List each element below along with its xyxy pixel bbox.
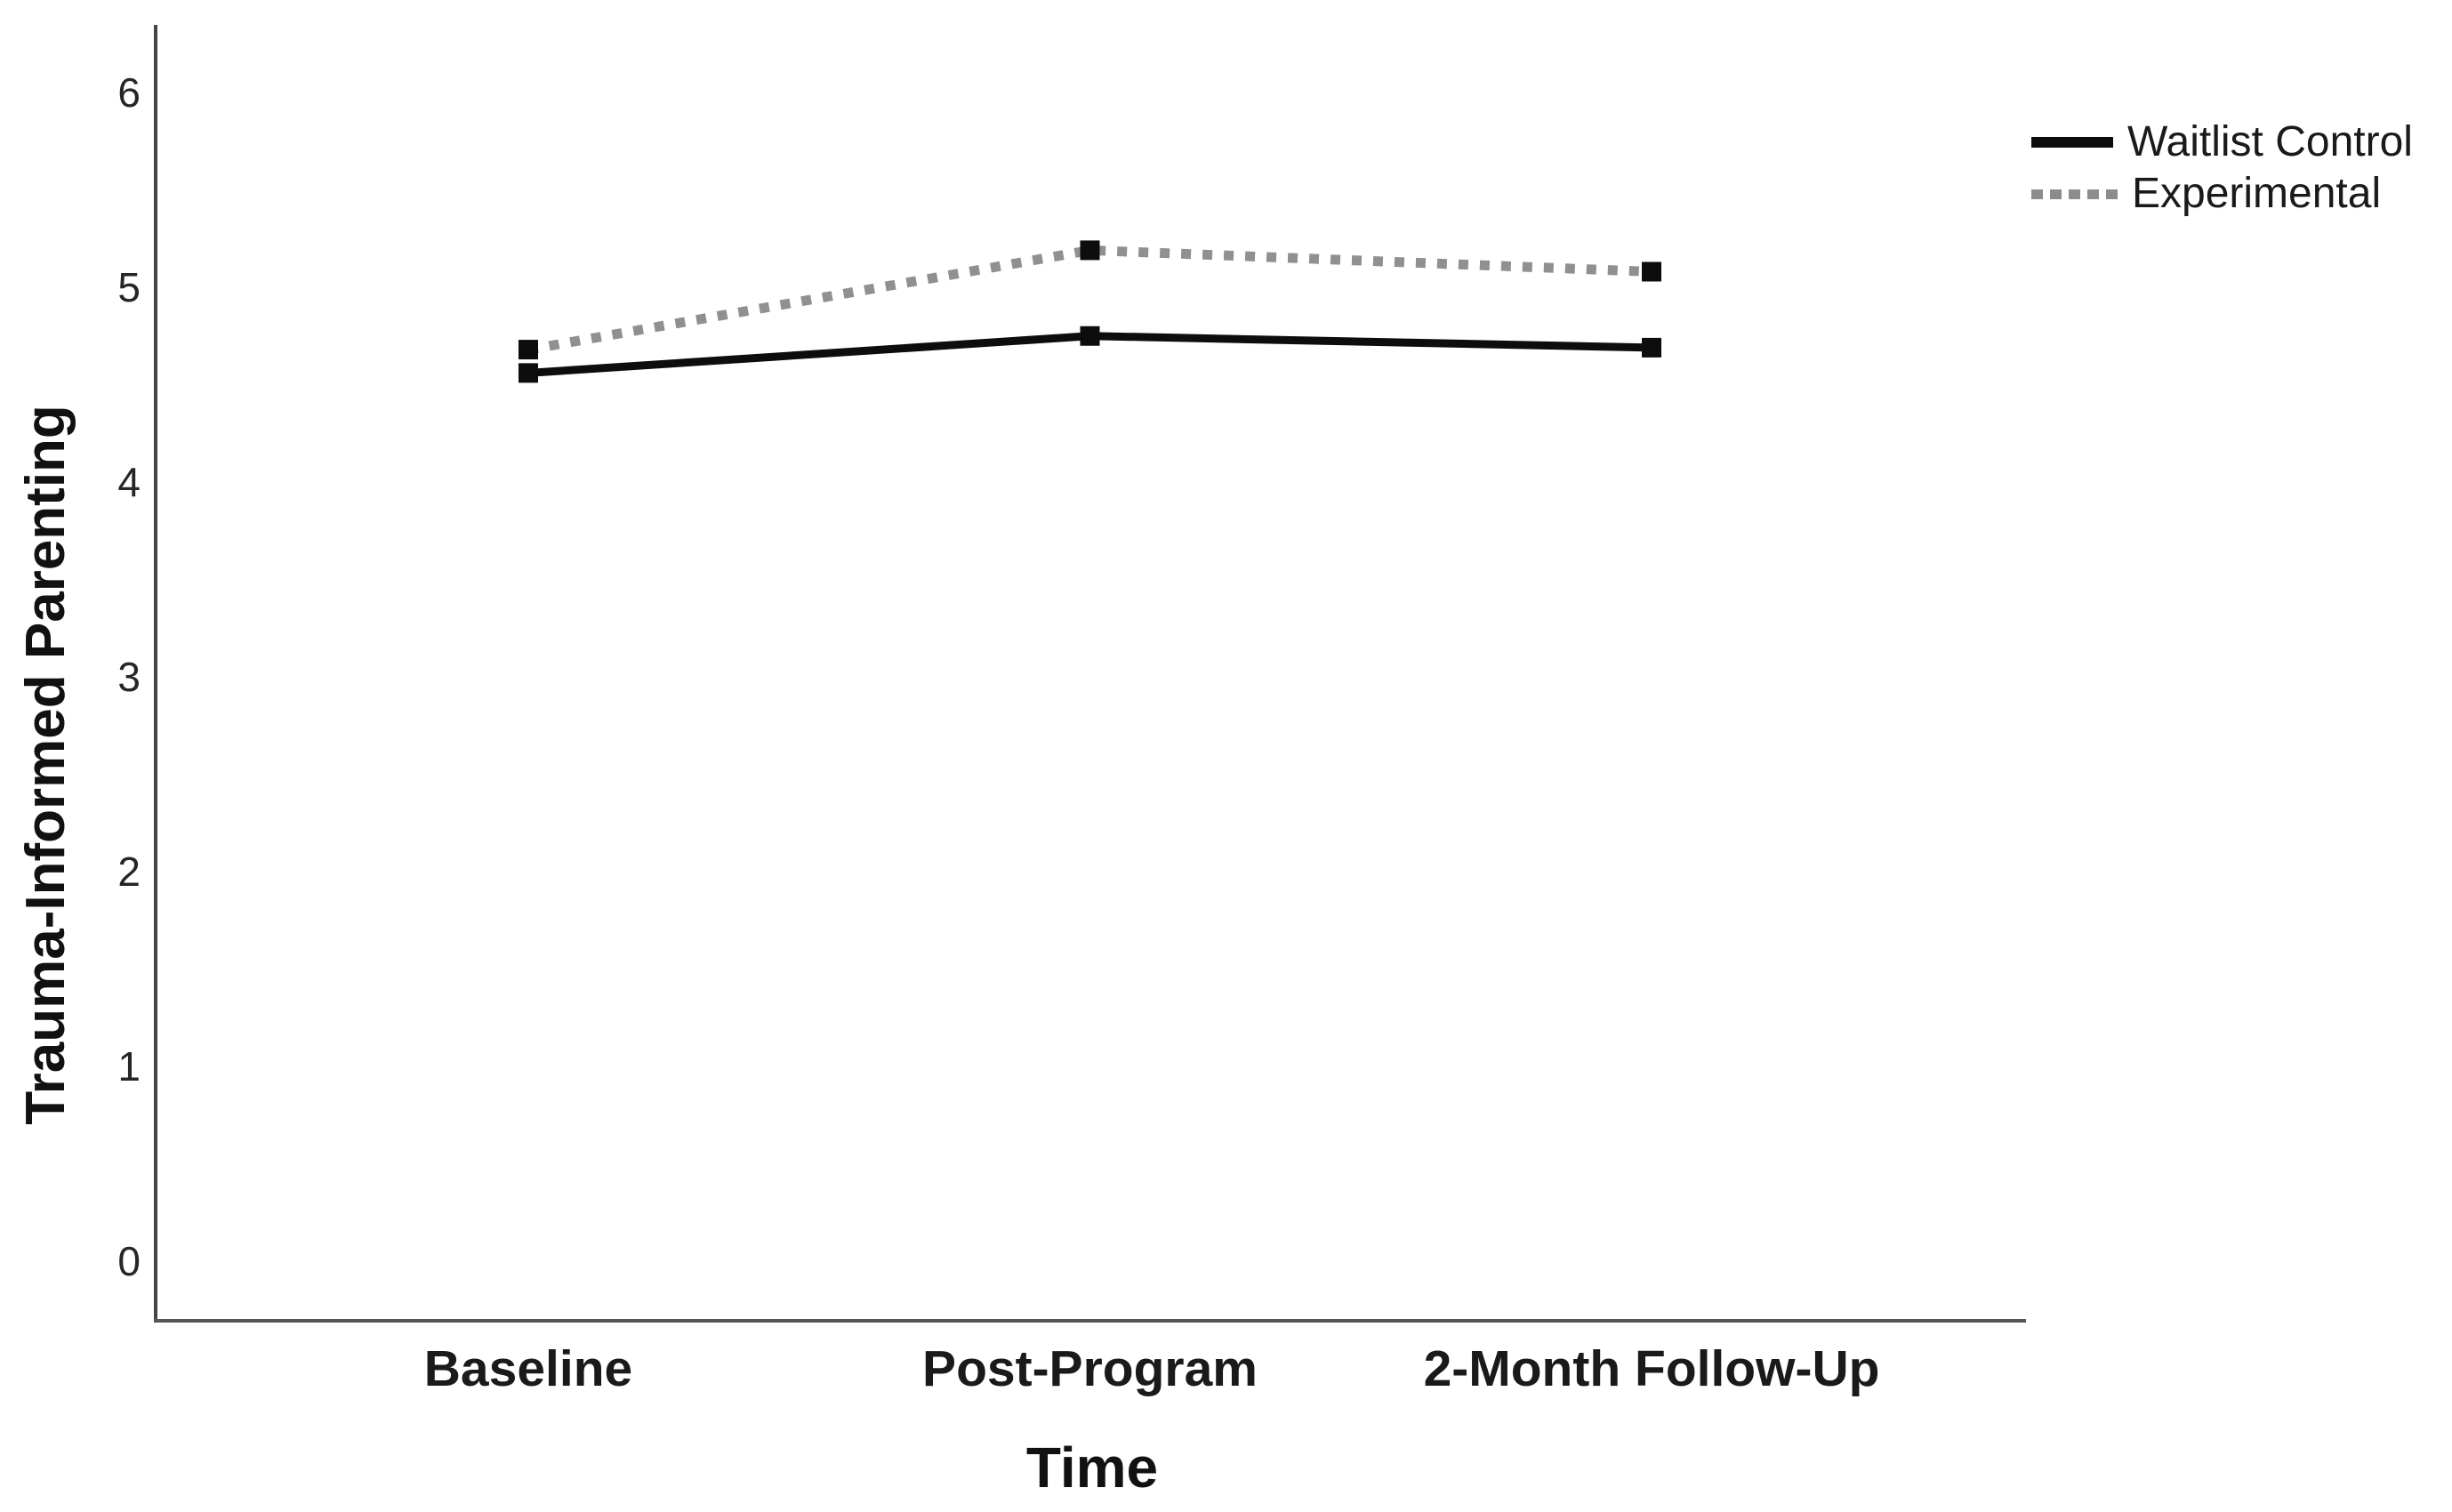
y-axis-title: Trauma-Informed Parenting (15, 405, 76, 1125)
data-point-marker-waitlist-control-baseline (519, 363, 538, 383)
data-point-marker-experimental-baseline (519, 340, 538, 360)
y-axis-tick-label: 1 (117, 1043, 141, 1090)
data-point-marker-experimental-2-month-follow-up (1642, 261, 1661, 282)
solid-line-swatch-icon (2031, 137, 2113, 148)
x-axis-tick-label: Post-Program (922, 1340, 1258, 1397)
legend-item-experimental: Experimental (2031, 172, 2413, 216)
series-line-experimental (527, 245, 1652, 355)
data-point-marker-experimental-post-program (1080, 240, 1100, 261)
y-axis-tick-label: 4 (117, 459, 141, 505)
y-axis-tick-label: 6 (117, 69, 141, 116)
y-axis-tick-label: 3 (117, 654, 141, 700)
legend: Waitlist Control Experimental (2031, 120, 2413, 216)
series-layer (519, 240, 1661, 383)
y-axis-tick-labels: 0 1 2 3 4 5 6 (117, 69, 141, 1284)
x-axis-tick-label: 2-Month Follow-Up (1424, 1340, 1880, 1397)
legend-item-waitlist-control: Waitlist Control (2031, 120, 2413, 165)
y-axis-tick-label: 2 (117, 848, 141, 895)
legend-label: Experimental (2132, 170, 2382, 217)
dotted-line-swatch-icon (2031, 189, 2118, 199)
x-axis-tick-labels: Baseline Post-Program 2-Month Follow-Up (424, 1340, 1880, 1397)
y-axis-tick-label: 0 (117, 1238, 141, 1284)
x-axis-title: Time (1026, 1436, 1158, 1500)
y-axis-tick-label: 5 (117, 264, 141, 310)
data-point-marker-waitlist-control-post-program (1080, 326, 1100, 346)
legend-label: Waitlist Control (2127, 118, 2413, 165)
x-axis-tick-label: Baseline (424, 1340, 632, 1397)
data-point-marker-waitlist-control-2-month-follow-up (1642, 337, 1661, 358)
